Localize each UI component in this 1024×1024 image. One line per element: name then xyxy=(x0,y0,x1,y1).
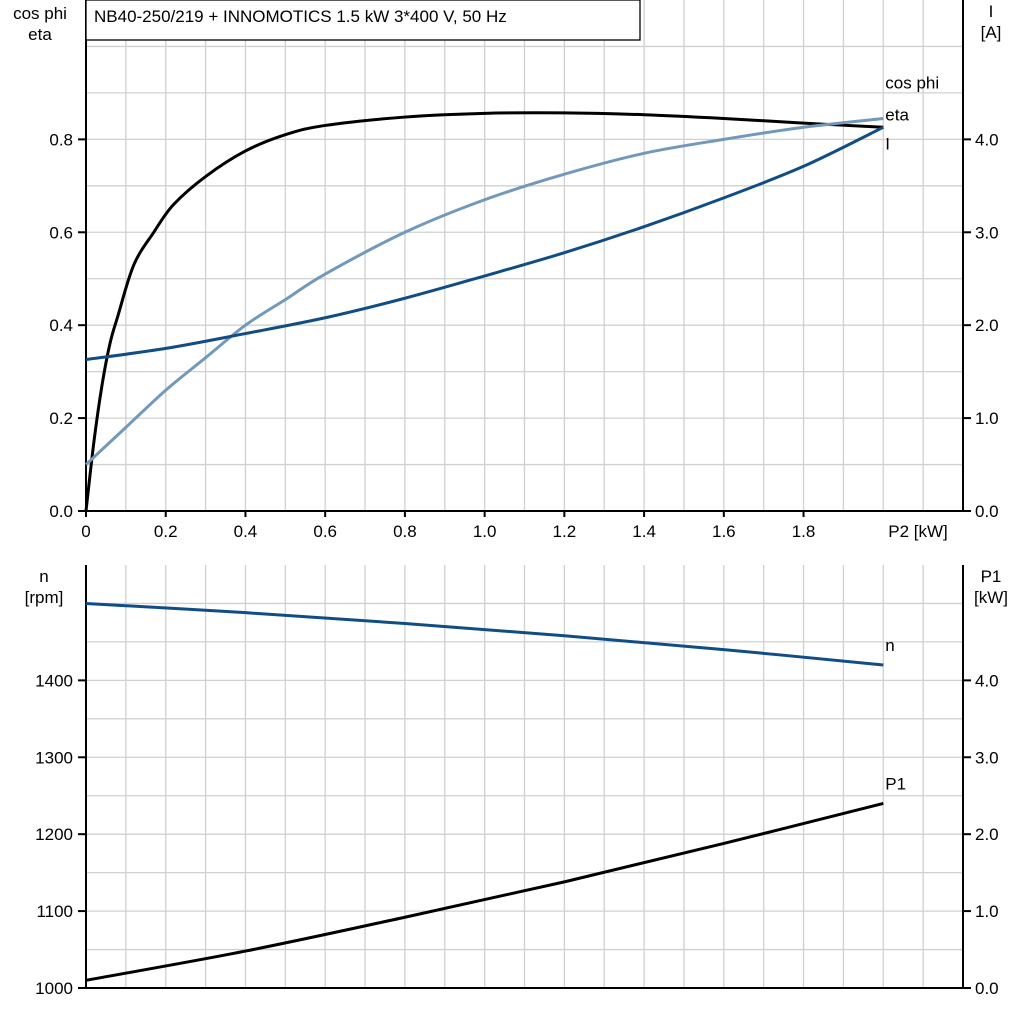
y-axis-label-right: I xyxy=(989,2,994,21)
y-tick-label-left: 0.2 xyxy=(49,409,73,428)
y-tick-label-left: 0.4 xyxy=(49,316,73,335)
y-tick-label-right: 4.0 xyxy=(975,130,999,149)
y-tick-label-left: 0.6 xyxy=(49,223,73,242)
x-tick-label: 0.2 xyxy=(154,522,178,541)
y-tick-label-left: 0.8 xyxy=(49,130,73,149)
y-axis-label-left: n xyxy=(39,567,48,586)
series-line-eta xyxy=(84,111,884,512)
series-label-P1: P1 xyxy=(885,774,906,793)
y-axis-label-left: cos phi xyxy=(13,4,67,23)
y-axis-label-right: [kW] xyxy=(974,588,1008,607)
y-tick-label-right: 3.0 xyxy=(975,223,999,242)
y-tick-label-left: 1000 xyxy=(35,979,73,998)
x-tick-label: 1.0 xyxy=(473,522,497,541)
y-tick-label-right: 1.0 xyxy=(975,902,999,921)
y-axis-label-left: eta xyxy=(28,25,52,44)
y-tick-label-left: 1200 xyxy=(35,825,73,844)
y-tick-label-left: 1100 xyxy=(36,902,73,921)
title-box xyxy=(85,0,641,41)
y-tick-label-right: 2.0 xyxy=(975,316,999,335)
x-tick-label: 0 xyxy=(81,522,90,541)
y-tick-label-right: 4.0 xyxy=(975,671,999,690)
series-line-I xyxy=(85,125,884,362)
y-tick-label-right: 2.0 xyxy=(975,825,999,844)
chart-title: NB40-250/219 + INNOMOTICS 1.5 kW 3*400 V… xyxy=(94,7,507,26)
y-axis-label-left: [rpm] xyxy=(25,588,64,607)
x-tick-label: 0.8 xyxy=(393,522,417,541)
y-axis-label-right: [A] xyxy=(981,23,1002,42)
y-tick-label-left: 1400 xyxy=(35,671,73,690)
x-tick-label: 1.2 xyxy=(553,522,577,541)
series-label-eta: eta xyxy=(885,105,909,124)
x-axis-label: P2 [kW] xyxy=(888,522,948,541)
x-tick-label: 1.4 xyxy=(632,522,656,541)
series-label-I: I xyxy=(885,134,890,153)
series-line-P1 xyxy=(85,801,884,982)
series-line-cos-phi xyxy=(84,116,884,466)
y-tick-label-right: 1.0 xyxy=(975,409,999,428)
series-label-n: n xyxy=(885,636,894,655)
series-line-n xyxy=(85,601,884,667)
y-tick-label-right: 0.0 xyxy=(975,979,999,998)
y-tick-label-left: 1300 xyxy=(35,748,73,767)
x-tick-label: 0.4 xyxy=(234,522,258,541)
y-tick-label-right: 3.0 xyxy=(975,748,999,767)
x-tick-label: 1.8 xyxy=(792,522,816,541)
y-tick-label-right: 0.0 xyxy=(975,502,999,521)
y-axis-label-right: P1 xyxy=(981,567,1002,586)
x-tick-label: 1.6 xyxy=(712,522,736,541)
series-label-cos-phi: cos phi xyxy=(885,73,939,92)
x-tick-label: 0.6 xyxy=(313,522,337,541)
y-tick-label-left: 0.0 xyxy=(49,502,73,521)
